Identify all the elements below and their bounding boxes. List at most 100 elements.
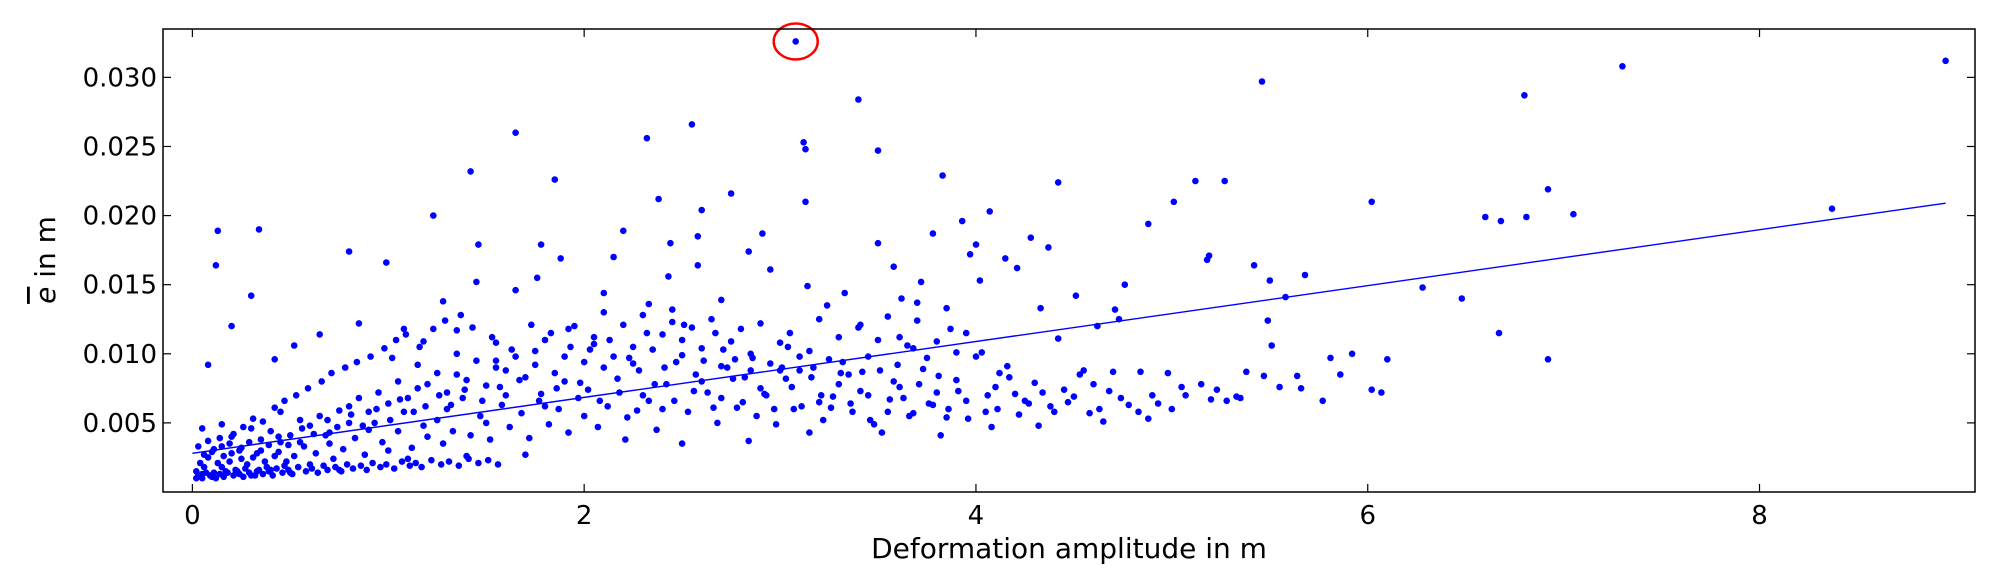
data-point bbox=[206, 472, 214, 479]
data-point bbox=[1258, 78, 1266, 85]
data-point bbox=[316, 412, 324, 420]
data-point bbox=[1544, 356, 1552, 363]
data-point bbox=[718, 362, 725, 370]
plot-background bbox=[163, 29, 1975, 492]
data-point bbox=[1544, 186, 1552, 193]
data-point bbox=[369, 459, 376, 467]
data-point bbox=[339, 445, 347, 453]
data-point bbox=[1145, 220, 1152, 228]
data-point bbox=[802, 198, 809, 206]
data-point bbox=[281, 462, 288, 470]
data-point bbox=[992, 383, 999, 391]
data-point bbox=[561, 353, 568, 360]
data-point bbox=[1149, 392, 1156, 399]
data-point bbox=[1045, 244, 1052, 251]
data-point bbox=[496, 383, 504, 391]
data-point bbox=[806, 347, 813, 355]
data-point bbox=[492, 364, 500, 371]
data-point bbox=[512, 129, 519, 136]
data-point bbox=[1205, 252, 1213, 259]
data-point bbox=[629, 343, 637, 351]
data-point bbox=[718, 296, 725, 304]
data-point bbox=[923, 354, 931, 362]
data-point bbox=[383, 259, 390, 266]
data-point bbox=[1293, 372, 1301, 380]
data-point bbox=[1368, 386, 1375, 394]
data-point bbox=[1297, 385, 1305, 392]
data-point bbox=[289, 470, 296, 478]
data-point bbox=[1207, 396, 1215, 403]
data-point bbox=[784, 343, 792, 351]
x-axis-ticks: 0 2 4 6 8 bbox=[184, 29, 1768, 531]
data-point bbox=[518, 409, 525, 417]
data-point bbox=[565, 429, 572, 436]
data-point bbox=[678, 440, 686, 447]
data-point bbox=[249, 415, 257, 423]
data-point bbox=[900, 394, 907, 402]
data-point bbox=[919, 365, 927, 373]
data-point bbox=[324, 466, 331, 474]
data-point bbox=[216, 434, 224, 442]
data-point bbox=[1154, 400, 1162, 407]
data-point bbox=[375, 389, 382, 396]
data-point bbox=[396, 396, 404, 403]
data-point bbox=[473, 278, 480, 286]
data-point bbox=[553, 385, 560, 392]
data-point bbox=[212, 474, 220, 482]
data-point bbox=[528, 321, 535, 329]
x-tick-label: 0 bbox=[184, 501, 201, 531]
y-tick-label: 0.025 bbox=[83, 132, 157, 162]
data-point bbox=[381, 345, 388, 352]
data-point bbox=[866, 416, 874, 424]
data-point bbox=[228, 450, 235, 457]
data-point bbox=[253, 450, 261, 457]
data-point bbox=[796, 353, 803, 360]
data-point bbox=[788, 383, 796, 391]
data-point bbox=[488, 333, 496, 341]
data-point bbox=[402, 331, 410, 338]
data-point bbox=[537, 390, 545, 398]
data-point bbox=[365, 408, 373, 416]
data-point bbox=[659, 405, 666, 413]
data-point bbox=[1004, 362, 1011, 370]
data-point bbox=[418, 463, 425, 471]
plot-frame bbox=[162, 28, 1976, 493]
data-point bbox=[790, 405, 798, 413]
data-point bbox=[1125, 401, 1132, 409]
data-point bbox=[302, 468, 310, 475]
data-point bbox=[939, 172, 946, 179]
data-point bbox=[915, 380, 923, 388]
data-point bbox=[894, 361, 901, 369]
x-tick-label: 6 bbox=[1359, 501, 1376, 531]
data-point bbox=[412, 459, 420, 467]
data-point bbox=[770, 405, 778, 413]
data-point bbox=[388, 354, 396, 362]
data-point bbox=[643, 329, 651, 337]
data-point bbox=[782, 375, 790, 383]
data-point bbox=[1378, 389, 1385, 396]
data-point bbox=[1301, 271, 1309, 279]
data-point bbox=[972, 241, 980, 248]
data-point bbox=[240, 473, 247, 481]
data-point bbox=[594, 423, 602, 431]
data-point bbox=[443, 389, 451, 396]
data-point bbox=[898, 295, 905, 302]
data-point bbox=[271, 404, 279, 412]
data-point bbox=[265, 468, 273, 475]
data-point bbox=[753, 412, 760, 420]
data-point bbox=[404, 394, 412, 402]
data-point bbox=[1027, 234, 1035, 241]
data-point bbox=[465, 455, 472, 463]
data-point bbox=[228, 322, 235, 330]
data-point bbox=[1243, 368, 1250, 376]
data-point bbox=[958, 217, 966, 225]
data-point bbox=[1145, 415, 1152, 423]
data-point bbox=[545, 421, 553, 428]
data-point bbox=[541, 336, 549, 344]
data-point bbox=[285, 466, 292, 474]
y-tick-label: 0.030 bbox=[83, 63, 157, 93]
data-point bbox=[837, 369, 845, 377]
data-point bbox=[714, 419, 721, 427]
data-point bbox=[414, 361, 422, 369]
data-point bbox=[1064, 398, 1072, 406]
